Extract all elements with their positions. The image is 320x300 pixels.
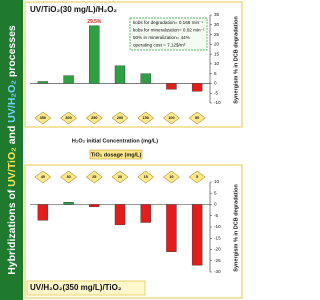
- y-tick-label: -15: [214, 235, 221, 240]
- category-marker: [85, 170, 103, 184]
- side-title: Hybridizations of UV/TiO₂ and UV/H₂O₂ pr…: [6, 25, 18, 275]
- category-marker: [137, 170, 155, 184]
- x-axis-title: H₂O₂ initial Concentration (mg/L): [72, 138, 158, 144]
- y-tick-label: 5: [214, 190, 217, 195]
- side-title-part: UV/TiO₂: [6, 147, 18, 187]
- y-tick-label: -10: [214, 100, 221, 105]
- side-title-part: processes: [6, 25, 18, 80]
- annotation: kobs for degradation= 0.166 min⁻¹: [133, 20, 203, 25]
- x-tick-label: 50: [195, 116, 199, 120]
- side-title-part: and: [6, 123, 18, 148]
- y-tick-label: 10: [214, 179, 220, 184]
- x-axis-title: TiO₂ dosage (mg/L): [91, 152, 142, 158]
- annotation: operating cost = 7.12$/m³: [133, 43, 186, 48]
- x-tick-label: 300: [65, 116, 71, 120]
- bar: [89, 25, 100, 84]
- bar: [191, 204, 203, 266]
- x-tick-label: 15: [144, 175, 148, 179]
- y-tick-label: -20: [214, 247, 221, 252]
- y-axis-title: Synergism % in DCB degradation: [233, 16, 239, 104]
- y-tick-label: 15: [214, 51, 220, 56]
- x-tick-label: 30: [66, 175, 70, 179]
- category-marker: [34, 170, 52, 184]
- x-tick-label: 25: [92, 175, 96, 179]
- bar: [140, 204, 151, 223]
- category-marker: [111, 111, 129, 125]
- y-tick-label: -5: [214, 213, 219, 218]
- bar: [114, 65, 126, 84]
- title-box: [26, 280, 146, 296]
- annotation: 50% in mineralization= 44%: [133, 35, 190, 40]
- bottom-frame: [24, 164, 243, 299]
- chart-title: UV/H₂O₂(350 mg/L)/TiO₂: [30, 283, 122, 292]
- bar: [37, 81, 49, 84]
- x-tick-label: 10: [169, 175, 173, 179]
- x-tick-label: 250: [91, 116, 97, 120]
- bar: [63, 202, 74, 205]
- top-frame: [24, 1, 243, 128]
- bar: [63, 75, 74, 84]
- x-tick-label: 5: [196, 175, 198, 179]
- y-axis-title: Synergism % in DCB degradation: [233, 184, 239, 272]
- y-tick-label: 10: [214, 61, 220, 66]
- x-tick-label: 350: [40, 116, 46, 120]
- x-tick-label: 100: [168, 116, 174, 120]
- y-tick-label: 25: [214, 32, 220, 37]
- y-tick-label: -25: [214, 258, 221, 263]
- category-marker: [60, 170, 77, 184]
- y-tick-label: -30: [214, 269, 221, 274]
- x-tick-label: 200: [117, 116, 123, 120]
- category-marker: [137, 111, 155, 125]
- bar: [114, 204, 126, 225]
- side-title-part: UV/H₂O₂: [6, 80, 18, 123]
- y-tick-label: 0: [214, 81, 217, 86]
- category-marker: [60, 111, 77, 125]
- annotation-box: [129, 17, 208, 51]
- chart-title: UV/TiO₂(30 mg/L)/H₂O₂: [30, 5, 117, 14]
- value-label: 29.5%: [87, 19, 102, 25]
- y-tick-label: 5: [214, 71, 217, 76]
- category-marker: [163, 111, 180, 125]
- bar: [166, 83, 177, 90]
- x-tick-label: 40: [41, 175, 45, 179]
- y-tick-label: 20: [214, 42, 220, 47]
- bar: [166, 204, 177, 252]
- xlabel-box: [89, 149, 143, 160]
- bar: [140, 73, 151, 84]
- y-tick-label: 30: [214, 22, 220, 27]
- category-marker: [111, 170, 129, 184]
- category-marker: [85, 111, 103, 125]
- y-tick-label: 0: [214, 202, 217, 207]
- side-band: [0, 0, 23, 300]
- category-marker: [34, 111, 52, 125]
- x-tick-label: 20: [118, 175, 122, 179]
- bar: [37, 204, 49, 221]
- category-marker: [163, 170, 180, 184]
- y-tick-label: -5: [214, 90, 219, 95]
- side-title-part: Hybridizations of: [6, 187, 18, 275]
- page: {"side_title": ["Hybridizations of ", "U…: [0, 0, 244, 300]
- bar: [89, 204, 100, 207]
- bar: [191, 83, 203, 92]
- category-marker: [188, 111, 206, 125]
- y-tick-label: 35: [214, 12, 220, 17]
- graphic: Hybridizations of UV/TiO₂ and UV/H₂O₂ pr…: [0, 0, 243, 300]
- annotation: kobs for mineralization= 0.02 min⁻¹: [133, 28, 205, 33]
- y-tick-label: -10: [214, 224, 221, 229]
- category-marker: [188, 170, 206, 184]
- x-tick-label: 150: [143, 116, 149, 120]
